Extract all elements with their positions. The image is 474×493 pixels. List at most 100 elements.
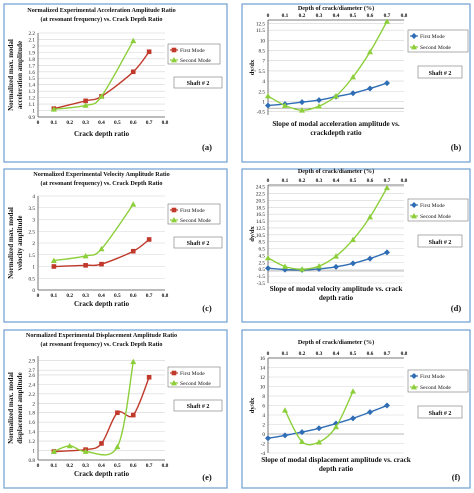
legend-box (167, 203, 221, 225)
chart-title: (at resonant frequency) vs. Crack Depth … (41, 180, 163, 187)
x-tick-label: 0.8 (401, 13, 408, 19)
y-tick-label: 2 (32, 44, 35, 50)
data-point (282, 263, 288, 269)
data-point (265, 102, 271, 109)
data-point (282, 102, 288, 108)
data-point (115, 410, 120, 416)
shaft-annotation: Shaft # 2 (187, 81, 210, 87)
y-tick-label: 1 (262, 99, 265, 105)
x-tick-label: 0.2 (299, 13, 306, 19)
x-axis-label: crackdepth ratio (310, 129, 362, 137)
y-tick-label: -1.5 (257, 274, 266, 280)
data-point (299, 107, 305, 113)
y-tick-label: 7 (262, 59, 265, 65)
x-axis-label: Slope of modal displacement amplitude vs… (261, 456, 411, 464)
data-point (98, 93, 105, 99)
x-tick-label: 0 (267, 178, 270, 184)
legend-label: Second Mode (180, 58, 211, 64)
legend-box (407, 369, 469, 393)
data-point (114, 443, 121, 450)
data-point (384, 184, 390, 191)
legend-label: Second Mode (420, 45, 451, 51)
x-tick-label: 0.3 (316, 351, 323, 357)
annotation-box (417, 234, 463, 248)
y-tick-label: 8.5 (259, 49, 266, 55)
y-tick-label: 2.1 (29, 37, 36, 43)
data-point (130, 201, 137, 207)
data-point (299, 429, 305, 436)
x-tick-label: 0.1 (51, 120, 58, 126)
y-tick-label: 4 (262, 413, 265, 419)
data-point (384, 80, 390, 87)
data-point (51, 264, 57, 269)
y-tick-label: 16.5 (256, 212, 265, 218)
x-tick-label: 0.2 (299, 178, 306, 184)
y-axis-label: velocity amplitude (16, 215, 24, 270)
chart-title: (at resonant frequency) vs. Crack Depth … (41, 341, 163, 348)
y-tick-label: 22.5 (256, 192, 265, 198)
legend-marker (171, 207, 177, 213)
x-tick-label: 0.1 (282, 13, 289, 19)
y-axis-label: dy/dx (249, 59, 256, 75)
chart-title: Normalized Experimental Velocity Amplitu… (33, 171, 169, 178)
annotation-box (173, 236, 223, 249)
data-point (50, 257, 57, 264)
y-tick-label: 2.5 (259, 260, 266, 266)
data-point (333, 423, 339, 430)
x-tick-label: 0.3 (82, 293, 89, 299)
data-point (367, 409, 373, 416)
y-tick-label: 3.5 (29, 206, 36, 212)
y-tick-label: 0.5 (259, 267, 266, 273)
y-axis-label: displacement amplitude (16, 372, 24, 443)
x-tick-label: 0.8 (162, 293, 169, 299)
x-tick-label: 0.4 (333, 13, 340, 19)
x-tick-label: 0.6 (367, 13, 374, 19)
x-tick-label: 0.6 (130, 463, 137, 469)
chart-title: Depth of crack/diameter (%) (298, 5, 374, 12)
y-tick-label: 4 (262, 79, 265, 85)
x-tick-label: 0.7 (146, 120, 153, 126)
shaft-annotation: Shaft # 2 (187, 404, 210, 410)
data-point (265, 254, 271, 261)
data-point (146, 49, 152, 55)
series-line (53, 40, 134, 110)
panel-label: (a) (202, 142, 212, 152)
data-point (350, 90, 356, 97)
legend-label: First Mode (420, 203, 445, 209)
y-tick-label: 1 (32, 265, 35, 271)
x-axis-label: depth ratio (319, 294, 354, 302)
y-tick-label: 2 (262, 423, 265, 429)
data-point (316, 103, 322, 109)
x-tick-label: 0.8 (162, 120, 169, 126)
x-tick-label: 0 (37, 463, 40, 469)
y-tick-label: 1.6 (29, 420, 36, 426)
chart-title: Normalized Experimental Displacement Amp… (26, 332, 177, 339)
panel-label: (e) (202, 472, 212, 482)
panel-frame (241, 3, 471, 163)
data-point (333, 263, 339, 270)
y-tick-label: 1.2 (29, 439, 36, 445)
y-tick-label: 1.3 (29, 89, 36, 95)
legend-marker (171, 57, 177, 63)
y-tick-label: 1.8 (29, 411, 36, 417)
y-tick-label: -3.5 (257, 281, 266, 287)
x-tick-label: 0.1 (51, 293, 58, 299)
data-point (82, 448, 89, 454)
legend-label: First Mode (420, 34, 445, 40)
y-tick-label: 10 (260, 38, 266, 44)
legend-marker (411, 373, 417, 379)
y-tick-label: 1.7 (29, 63, 36, 69)
data-point (350, 415, 356, 422)
y-tick-label: 2.9 (29, 359, 36, 365)
data-point (316, 425, 322, 432)
x-tick-label: 0.6 (130, 120, 137, 126)
data-point (282, 432, 288, 439)
y-tick-label: 12.5 (256, 21, 265, 27)
chart-panel-a: 0.911.11.21.31.41.51.61.71.81.922.12.2 0 0… (3, 3, 228, 163)
y-tick-label: 1.8 (29, 57, 36, 63)
data-point (146, 237, 152, 242)
data-point (82, 102, 89, 108)
data-point (316, 439, 322, 445)
